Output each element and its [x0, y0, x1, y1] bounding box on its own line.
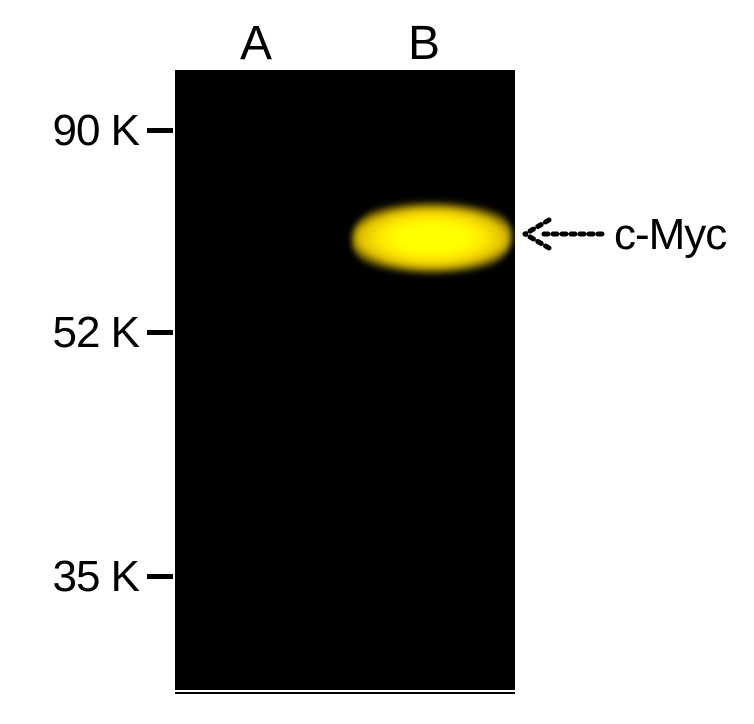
- arrow-cmyc: [0, 0, 754, 724]
- band-label-cmyc: c-Myc: [614, 210, 726, 260]
